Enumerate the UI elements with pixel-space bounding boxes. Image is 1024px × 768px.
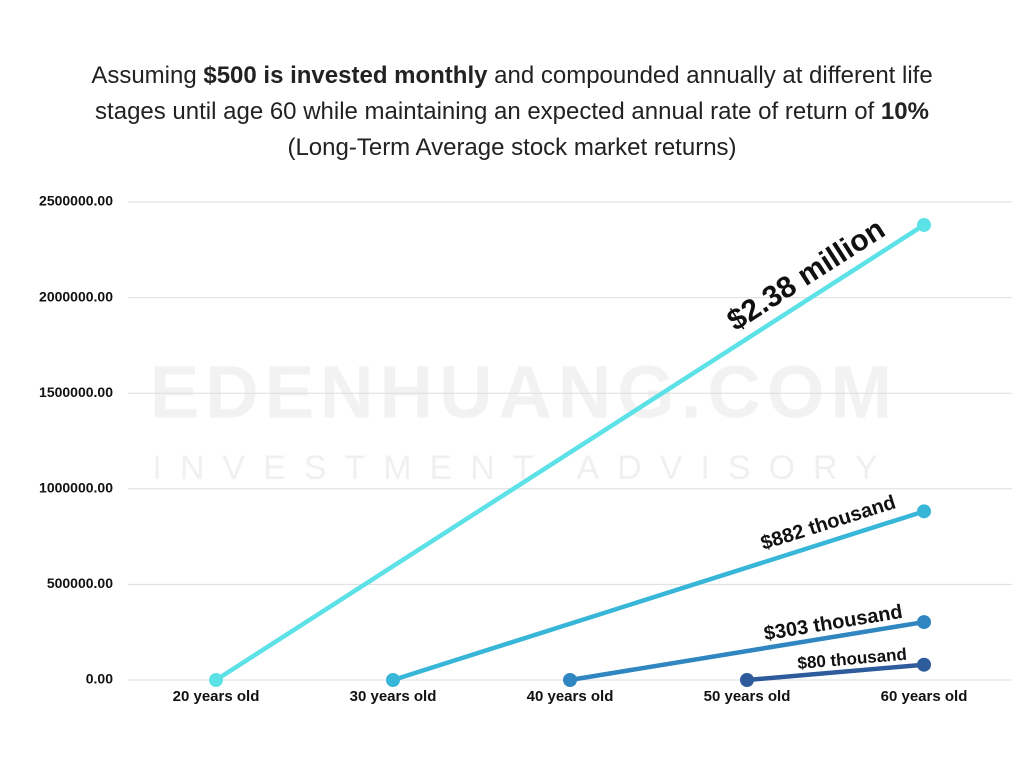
watermark: EDENHUANG.COM [150,351,898,434]
series-line [744,662,927,683]
point [386,673,400,687]
title-run: 10% [880,98,929,125]
point [917,504,931,519]
y-tick-label: 2000000.00 [39,288,113,304]
y-tick-label: 2500000.00 [39,193,113,209]
title-run: $500 is invested monthly [203,62,488,89]
series-line [390,509,927,683]
point [740,673,754,687]
x-tick-label: 50 years old [704,688,791,705]
x-tick-label: 20 years old [173,688,260,705]
title-run: (Long-Term Average stock market returns) [287,134,737,161]
title-run: Assuming [91,62,204,89]
x-tick-label: 60 years old [881,688,968,705]
y-tick-label: 500000.00 [47,575,113,591]
chart-title: Assuming $500 is invested monthly and co… [72,58,952,166]
x-tick-label: 30 years old [350,688,437,705]
x-tick-label: 40 years old [527,688,614,705]
y-tick-label: 1000000.00 [39,480,113,496]
series-line [567,619,927,683]
watermark: INVESTMENT ADVISORY [152,449,895,487]
point [917,615,931,630]
point [209,673,223,687]
y-tick-label: 1500000.00 [39,384,113,400]
title-run: and compounded annually at different lif… [95,62,933,125]
point [917,657,931,672]
series-line [213,222,927,683]
data-label: $882 thousand [758,491,898,554]
point [917,217,931,232]
y-tick-label: 0.00 [86,671,113,687]
data-label: $2.38 million [721,212,890,337]
point [563,673,577,687]
